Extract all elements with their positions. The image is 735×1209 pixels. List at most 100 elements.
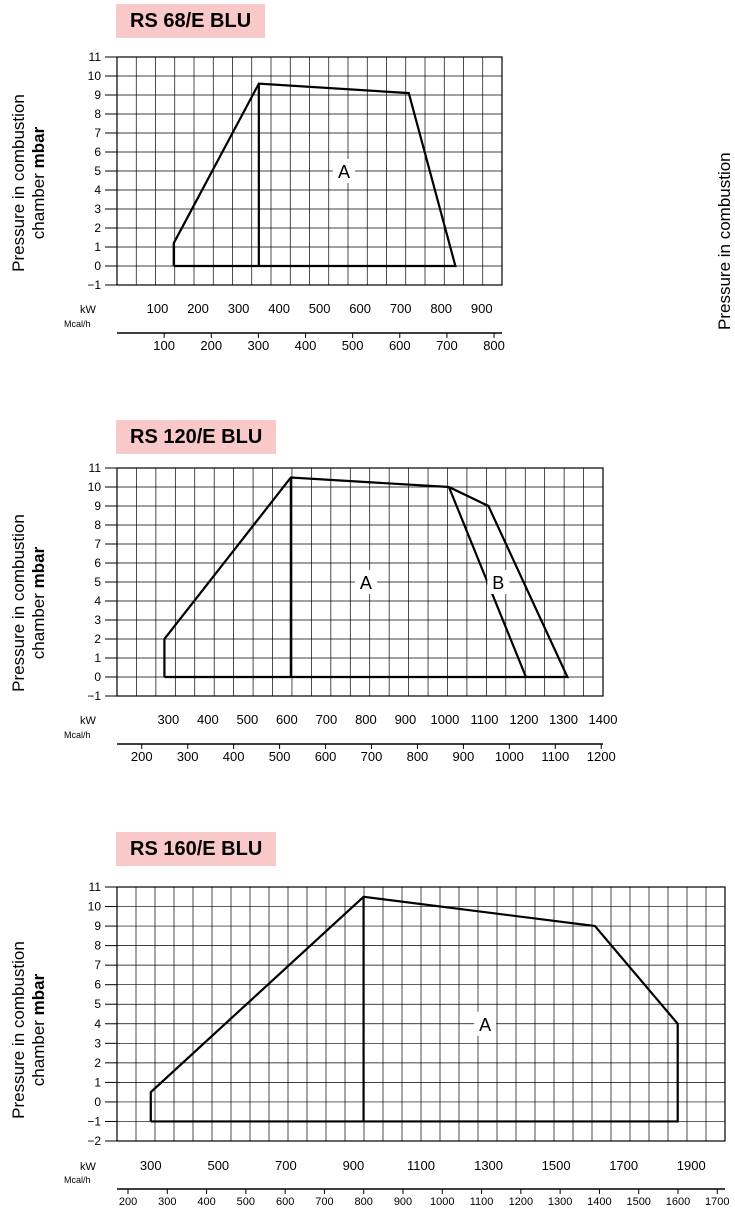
y-tick-label: 8 (94, 518, 101, 532)
x-mcal-tick-label: 900 (394, 1196, 412, 1208)
mcal-unit-label: Mcal/h (64, 319, 91, 329)
x-mcal-tick-label: 300 (158, 1196, 176, 1208)
x-mcal-tick-label: 1200 (587, 749, 616, 764)
x-kw-tick-label: 500 (309, 301, 331, 316)
y-tick-label: 2 (94, 632, 101, 646)
y-tick-label: 1 (94, 1075, 101, 1089)
x-kw-tick-label: 100 (147, 301, 169, 316)
x-mcal-tick-label: 700 (315, 1196, 333, 1208)
x-kw-tick-label: 900 (343, 1158, 365, 1173)
y-tick-label: 7 (94, 537, 101, 551)
chart-title: RS 160/E BLU (116, 832, 277, 866)
y-tick-label: −1 (87, 689, 101, 703)
y-tick-label: 0 (94, 670, 101, 684)
x-kw-tick-label: 300 (228, 301, 250, 316)
x-mcal-tick-label: 800 (483, 338, 505, 353)
y-tick-label: 3 (94, 202, 101, 216)
x-mcal-tick-label: 800 (407, 749, 429, 764)
x-mcal-tick-label: 200 (200, 338, 222, 353)
y-tick-label: 4 (94, 183, 101, 197)
x-mcal-tick-label: 500 (342, 338, 364, 353)
x-kw-tick-label: 1300 (474, 1158, 503, 1173)
region-label: A (360, 573, 372, 593)
y-axis-label-line2: chamber mbar (29, 126, 48, 239)
y-label-prefix: chamber (29, 588, 48, 659)
x-mcal-tick-label: 300 (248, 338, 270, 353)
grid (117, 887, 725, 1141)
chart-title: RS 68/E BLU (116, 4, 266, 38)
x-kw-tick-label: 900 (395, 712, 417, 727)
x-mcal-tick-label: 300 (177, 749, 199, 764)
chart-rs68: RS 68/E BLU Pressure in combustion chamb… (0, 0, 735, 370)
x-kw-tick-label: 500 (207, 1158, 229, 1173)
x-mcal-tick-label: 100 (153, 338, 175, 353)
firing-envelope (149, 895, 679, 1123)
y-label-prefix: chamber (29, 168, 48, 239)
x-mcal-tick-label: 1600 (666, 1196, 690, 1208)
x-kw-tick-label: 800 (430, 301, 452, 316)
x-mcal-tick-label: 200 (131, 749, 153, 764)
x-mcal-tick-label: 500 (237, 1196, 255, 1208)
y-axis-label-line1: Pressure in combustion (9, 94, 28, 272)
x-kw-tick-label: 700 (275, 1158, 297, 1173)
x-kw-tick-label: 1200 (510, 712, 539, 727)
x-kw-tick-label: 1300 (549, 712, 578, 727)
x-kw-tick-label: 1400 (589, 712, 618, 727)
x-mcal-tick-label: 200 (119, 1196, 137, 1208)
region-label-bg (332, 159, 355, 183)
x-mcal-tick-label: 1400 (587, 1196, 611, 1208)
y-tick-label: 6 (94, 145, 101, 159)
y-tick-label: 9 (94, 919, 101, 933)
x-kw-tick-label: 1900 (677, 1158, 706, 1173)
region-label: B (492, 573, 504, 593)
chart-rs120: RS 120/E BLU Pressure in combustion cham… (0, 410, 735, 780)
kw-unit-label: kW (80, 1161, 97, 1173)
x-mcal-tick-label: 1000 (495, 749, 524, 764)
x-mcal-tick-label: 600 (276, 1196, 294, 1208)
x-mcal-tick-label: 1500 (626, 1196, 650, 1208)
y-tick-label: 11 (89, 880, 102, 894)
x-mcal-tick-label: 1000 (430, 1196, 454, 1208)
y-axis-label: Pressure in combustion chamber mbar (9, 514, 48, 692)
y-tick-label: 5 (94, 997, 101, 1011)
x-mcal-tick-label: 1200 (509, 1196, 533, 1208)
x-kw-tick-label: 200 (187, 301, 209, 316)
y-axis-label-line2: chamber mbar (29, 973, 48, 1086)
plot-frame (116, 886, 726, 1142)
kw-unit-label: kW (80, 304, 97, 316)
x-kw-tick-label: 1700 (609, 1158, 638, 1173)
y-tick-label: 7 (94, 126, 101, 140)
x-mcal-tick-label: 800 (355, 1196, 373, 1208)
x-mcal-tick-label: 900 (453, 749, 475, 764)
y-tick-label: 8 (94, 939, 101, 953)
y-axis-label: Pressure in combustion chamber mbar (9, 941, 48, 1119)
region-label: A (479, 1015, 491, 1035)
y-tick-label: 6 (94, 556, 101, 570)
x-mcal-tick-label: 400 (295, 338, 317, 353)
cropped-edge-ylabel-svg: Pressure in combustion (715, 152, 734, 330)
region-label: A (338, 162, 350, 182)
chart-rs160: RS 160/E BLU Pressure in combustion cham… (0, 822, 735, 1209)
y-tick-label: −1 (87, 278, 101, 292)
y-tick-label: 5 (94, 575, 101, 589)
y-tick-label: 10 (88, 900, 102, 914)
y-axis-label-line2: chamber mbar (29, 546, 48, 659)
y-tick-label: −1 (87, 1114, 101, 1128)
x-mcal-tick-label: 500 (269, 749, 291, 764)
y-label-unit: mbar (29, 126, 48, 168)
firing-envelope (172, 82, 457, 268)
region-label-bg (474, 1011, 497, 1036)
cropped-edge-ylabel: Pressure in combustion (700, 0, 735, 345)
x-kw-tick-label: 300 (158, 712, 180, 727)
y-tick-label: 9 (94, 88, 101, 102)
x-kw-tick-label: 300 (140, 1158, 162, 1173)
x-mcal-tick-label: 600 (315, 749, 337, 764)
x-kw-tick-label: 1500 (542, 1158, 571, 1173)
x-kw-tick-label: 600 (276, 712, 298, 727)
y-tick-label: 3 (94, 1036, 101, 1050)
mcal-unit-label: Mcal/h (64, 730, 91, 740)
x-mcal-tick-label: 400 (223, 749, 245, 764)
